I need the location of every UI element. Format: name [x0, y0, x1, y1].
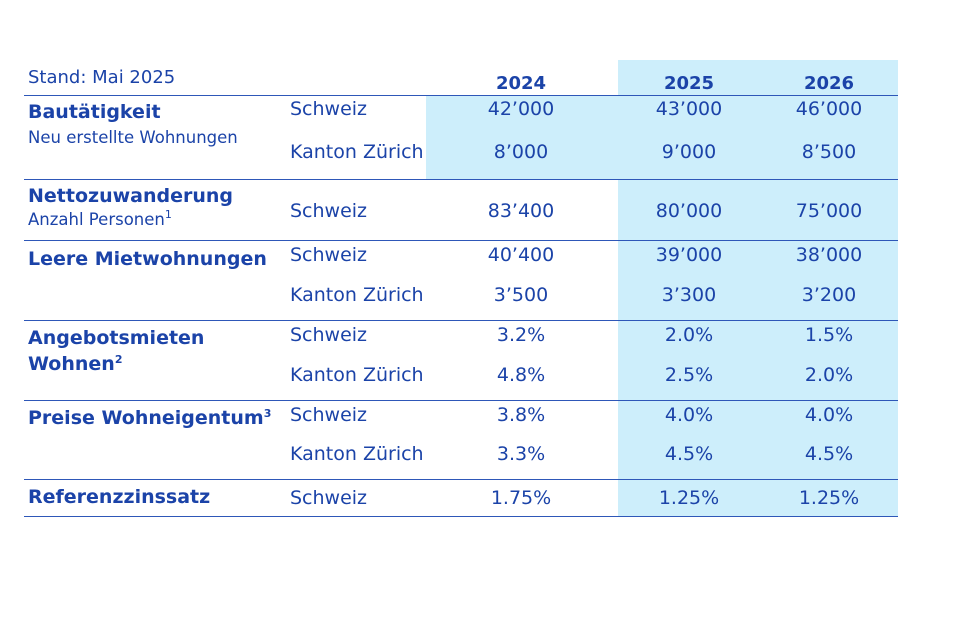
region-label: Schweiz [290, 244, 368, 266]
value-cell: 8’000 [493, 141, 549, 163]
value-cell: 38’000 [795, 244, 863, 266]
row-subtitle-anzahl-personen: Anzahl Personen1 [28, 208, 172, 229]
value-cell: 4.0% [804, 404, 854, 426]
value-cell: 80’000 [655, 200, 723, 222]
row-divider [24, 400, 898, 401]
footnote-marker: 1 [164, 208, 172, 221]
region-label: Schweiz [290, 404, 368, 426]
value-cell: 3’300 [661, 284, 717, 306]
value-cell: 4.8% [496, 364, 546, 386]
value-cell: 83’400 [487, 200, 555, 222]
value-cell: 2.0% [664, 324, 714, 346]
value-cell: 40’400 [487, 244, 555, 266]
value-cell: 39’000 [655, 244, 723, 266]
value-cell: 1.5% [804, 324, 854, 346]
region-label: Schweiz [290, 200, 368, 222]
bautaetigkeit-highlight [426, 96, 618, 179]
row-divider [24, 320, 898, 321]
region-label: Kanton Zürich [290, 364, 424, 386]
region-label: Kanton Zürich [290, 141, 424, 163]
value-cell: 1.25% [798, 487, 860, 509]
forecast-columns-highlight [618, 60, 898, 517]
value-cell: 43’000 [655, 98, 723, 120]
region-label: Schweiz [290, 487, 368, 509]
value-cell: 9’000 [661, 141, 717, 163]
value-cell: 46’000 [795, 98, 863, 120]
row-title-nettozuwanderung: Nettozuwanderung [28, 185, 234, 207]
year-header-2024: 2024 [495, 73, 547, 94]
value-cell: 3.8% [496, 404, 546, 426]
value-cell: 8’500 [801, 141, 857, 163]
year-header-2025: 2025 [663, 73, 715, 94]
footnote-marker: 3 [263, 407, 272, 420]
row-divider [24, 479, 898, 480]
footnote-marker: 2 [114, 353, 123, 366]
row-divider [24, 240, 898, 241]
row-title-leere-mietwohnungen: Leere Mietwohnungen [28, 248, 267, 270]
region-label: Schweiz [290, 98, 368, 120]
region-label: Kanton Zürich [290, 443, 424, 465]
value-cell: 1.25% [658, 487, 720, 509]
row-title-referenzzinssatz: Referenzzinssatz [28, 486, 211, 508]
row-title-angebotsmieten: Angebotsmieten [28, 327, 205, 349]
table-bottom-rule [24, 516, 898, 517]
value-cell: 3’200 [801, 284, 857, 306]
region-label: Schweiz [290, 324, 368, 346]
header-rule [24, 95, 898, 96]
row-subtitle-neu-erstellte-wohnungen: Neu erstellte Wohnungen [28, 128, 238, 147]
region-label: Kanton Zürich [290, 284, 424, 306]
value-cell: 75’000 [795, 200, 863, 222]
year-header-2026: 2026 [803, 73, 855, 94]
value-cell: 3.3% [496, 443, 546, 465]
row-title-wohnen: Wohnen2 [28, 353, 123, 375]
value-cell: 4.5% [664, 443, 714, 465]
row-title-preise-wohneigentum: Preise Wohneigentum3 [28, 407, 272, 429]
value-cell: 1.75% [490, 487, 552, 509]
row-divider [24, 179, 898, 180]
value-cell: 4.0% [664, 404, 714, 426]
value-cell: 3’500 [493, 284, 549, 306]
value-cell: 3.2% [496, 324, 546, 346]
stand-date: Stand: Mai 2025 [28, 67, 176, 88]
value-cell: 4.5% [804, 443, 854, 465]
value-cell: 2.0% [804, 364, 854, 386]
value-cell: 2.5% [664, 364, 714, 386]
value-cell: 42’000 [487, 98, 555, 120]
row-title-bautaetigkeit: Bautätigkeit [28, 101, 161, 123]
